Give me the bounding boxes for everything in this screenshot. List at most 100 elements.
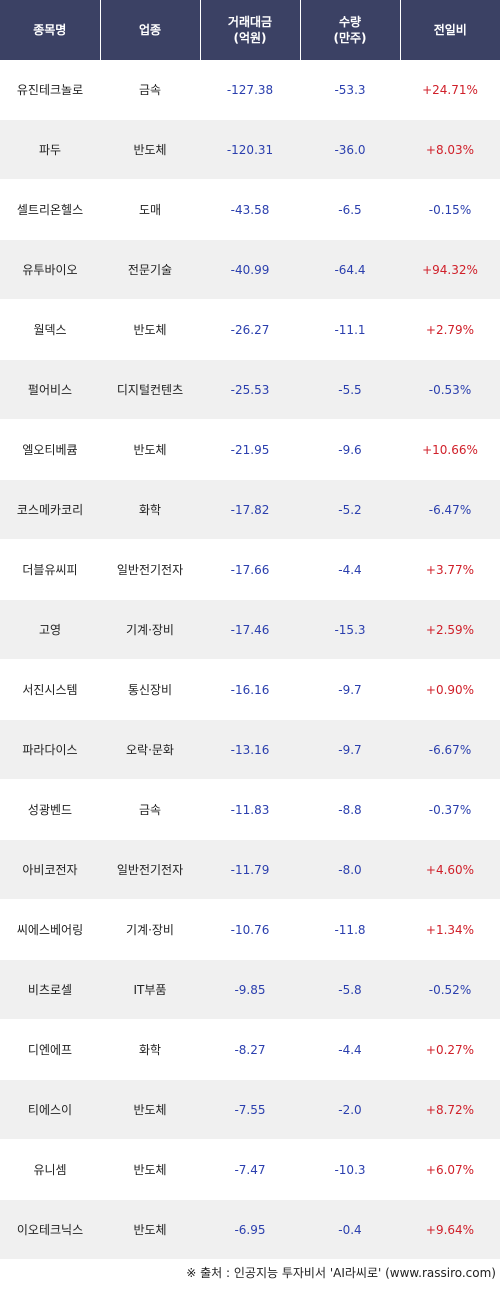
cell-amount: -10.76 (200, 899, 300, 960)
cell-sector: 반도체 (100, 119, 200, 180)
cell-amount: -127.38 (200, 60, 300, 120)
cell-change: -0.15% (400, 179, 500, 240)
cell-amount: -6.95 (200, 1199, 300, 1260)
stock-table: 종목명 업종 거래대금 (억원) 수량 (만주) 전일비 유진테크놀로 금속 -127.… (0, 0, 500, 1260)
cell-sector: 금속 (100, 60, 200, 120)
cell-name: 유니셈 (0, 1139, 100, 1200)
cell-sector: IT부품 (100, 959, 200, 1020)
cell-change: -6.67% (400, 719, 500, 780)
table-row: 더블유씨피 일반전기전자 -17.66 -4.4 +3.77% (0, 539, 500, 600)
cell-volume: -10.3 (300, 1139, 400, 1200)
cell-change: +94.32% (400, 239, 500, 300)
table-row: 유진테크놀로 금속 -127.38 -53.3 +24.71% (0, 60, 500, 120)
cell-change: +3.77% (400, 539, 500, 600)
cell-volume: -5.8 (300, 959, 400, 1020)
cell-volume: -11.8 (300, 899, 400, 960)
cell-sector: 오락·문화 (100, 719, 200, 780)
cell-volume: -64.4 (300, 239, 400, 300)
table-row: 디엔에프 화학 -8.27 -4.4 +0.27% (0, 1019, 500, 1080)
cell-volume: -9.7 (300, 719, 400, 780)
cell-name: 유진테크놀로 (0, 60, 100, 120)
cell-name: 이오테크닉스 (0, 1199, 100, 1260)
cell-amount: -13.16 (200, 719, 300, 780)
cell-volume: -53.3 (300, 60, 400, 120)
cell-sector: 디지털컨텐츠 (100, 359, 200, 420)
cell-amount: -21.95 (200, 419, 300, 480)
cell-sector: 반도체 (100, 1139, 200, 1200)
cell-name: 아비코전자 (0, 839, 100, 900)
cell-change: +0.27% (400, 1019, 500, 1080)
table-row: 파두 반도체 -120.31 -36.0 +8.03% (0, 119, 500, 180)
cell-amount: -25.53 (200, 359, 300, 420)
cell-sector: 일반전기전자 (100, 839, 200, 900)
cell-volume: -2.0 (300, 1079, 400, 1140)
cell-volume: -8.8 (300, 779, 400, 840)
header-change: 전일비 (400, 0, 500, 60)
cell-name: 파라다이스 (0, 719, 100, 780)
cell-change: +8.03% (400, 119, 500, 180)
table-row: 엘오티베큠 반도체 -21.95 -9.6 +10.66% (0, 419, 500, 480)
table-row: 성광벤드 금속 -11.83 -8.8 -0.37% (0, 779, 500, 840)
cell-sector: 통신장비 (100, 659, 200, 720)
cell-amount: -120.31 (200, 119, 300, 180)
cell-change: +6.07% (400, 1139, 500, 1200)
table-row: 파라다이스 오락·문화 -13.16 -9.7 -6.67% (0, 719, 500, 780)
cell-sector: 반도체 (100, 299, 200, 360)
cell-volume: -9.6 (300, 419, 400, 480)
cell-volume: -4.4 (300, 1019, 400, 1080)
cell-amount: -7.47 (200, 1139, 300, 1200)
cell-sector: 반도체 (100, 419, 200, 480)
table-row: 유니셈 반도체 -7.47 -10.3 +6.07% (0, 1139, 500, 1200)
cell-volume: -4.4 (300, 539, 400, 600)
cell-amount: -7.55 (200, 1079, 300, 1140)
cell-name: 서진시스템 (0, 659, 100, 720)
cell-volume: -8.0 (300, 839, 400, 900)
cell-change: +9.64% (400, 1199, 500, 1260)
cell-change: +10.66% (400, 419, 500, 480)
cell-sector: 전문기술 (100, 239, 200, 300)
cell-sector: 화학 (100, 1019, 200, 1080)
cell-change: +4.60% (400, 839, 500, 900)
cell-amount: -11.83 (200, 779, 300, 840)
header-volume: 수량 (만주) (300, 0, 401, 60)
table-row: 이오테크닉스 반도체 -6.95 -0.4 +9.64% (0, 1199, 500, 1260)
cell-sector: 기계·장비 (100, 899, 200, 960)
cell-amount: -17.82 (200, 479, 300, 540)
cell-volume: -5.2 (300, 479, 400, 540)
table-row: 월덱스 반도체 -26.27 -11.1 +2.79% (0, 299, 500, 360)
cell-volume: -11.1 (300, 299, 400, 360)
table-row: 셀트리온헬스 도매 -43.58 -6.5 -0.15% (0, 179, 500, 240)
cell-change: -0.52% (400, 959, 500, 1020)
cell-name: 파두 (0, 119, 100, 180)
cell-name: 티에스이 (0, 1079, 100, 1140)
cell-change: -0.53% (400, 359, 500, 420)
table-row: 유투바이오 전문기술 -40.99 -64.4 +94.32% (0, 239, 500, 300)
header-sector: 업종 (100, 0, 201, 60)
table-row: 코스메카코리 화학 -17.82 -5.2 -6.47% (0, 479, 500, 540)
cell-name: 셀트리온헬스 (0, 179, 100, 240)
cell-amount: -40.99 (200, 239, 300, 300)
cell-amount: -9.85 (200, 959, 300, 1020)
cell-name: 코스메카코리 (0, 479, 100, 540)
cell-change: +2.79% (400, 299, 500, 360)
cell-amount: -43.58 (200, 179, 300, 240)
cell-volume: -15.3 (300, 599, 400, 660)
cell-sector: 화학 (100, 479, 200, 540)
cell-name: 비츠로셀 (0, 959, 100, 1020)
cell-name: 성광벤드 (0, 779, 100, 840)
cell-change: -6.47% (400, 479, 500, 540)
cell-name: 월덱스 (0, 299, 100, 360)
cell-change: +0.90% (400, 659, 500, 720)
cell-change: +2.59% (400, 599, 500, 660)
cell-name: 디엔에프 (0, 1019, 100, 1080)
cell-name: 펄어비스 (0, 359, 100, 420)
cell-volume: -0.4 (300, 1199, 400, 1260)
cell-sector: 도매 (100, 179, 200, 240)
cell-amount: -8.27 (200, 1019, 300, 1080)
cell-sector: 기계·장비 (100, 599, 200, 660)
cell-volume: -36.0 (300, 119, 400, 180)
header-amount: 거래대금 (억원) (200, 0, 301, 60)
cell-amount: -11.79 (200, 839, 300, 900)
table-row: 펄어비스 디지털컨텐츠 -25.53 -5.5 -0.53% (0, 359, 500, 420)
